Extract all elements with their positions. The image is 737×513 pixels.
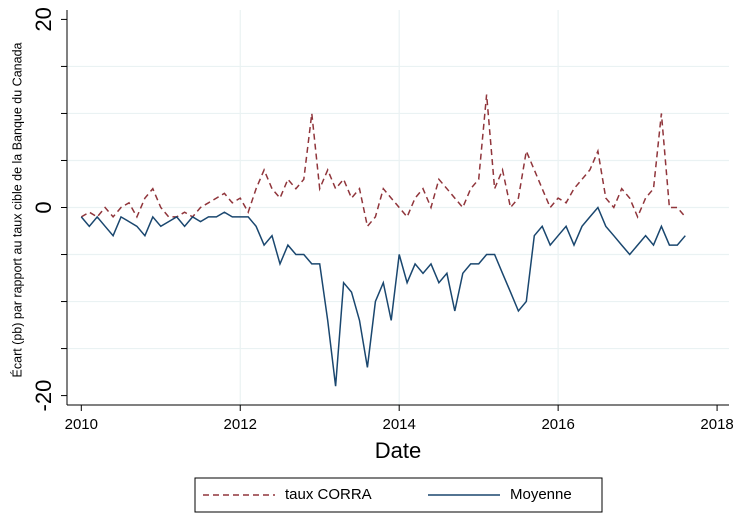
legend-label: taux CORRA: [285, 486, 372, 503]
y-tick-label: 20: [31, 7, 56, 31]
x-tick-label: 2014: [383, 416, 416, 433]
x-axis-label: Date: [375, 438, 421, 463]
data-line: [80, 94, 686, 228]
x-tick-label: 2012: [224, 416, 257, 433]
legend-label: Moyenne: [510, 486, 572, 503]
legend-box: [194, 477, 603, 513]
y-tick-label: -20: [31, 380, 56, 412]
x-tick-label: 2016: [541, 416, 574, 433]
y-tick-label: 0: [31, 201, 56, 213]
y-axis-label: Écart (pb) par rapport au taux cible de …: [9, 42, 24, 377]
data-line: [80, 206, 686, 387]
x-tick-label: 2010: [65, 416, 98, 433]
x-tick-label: 2018: [700, 416, 733, 433]
